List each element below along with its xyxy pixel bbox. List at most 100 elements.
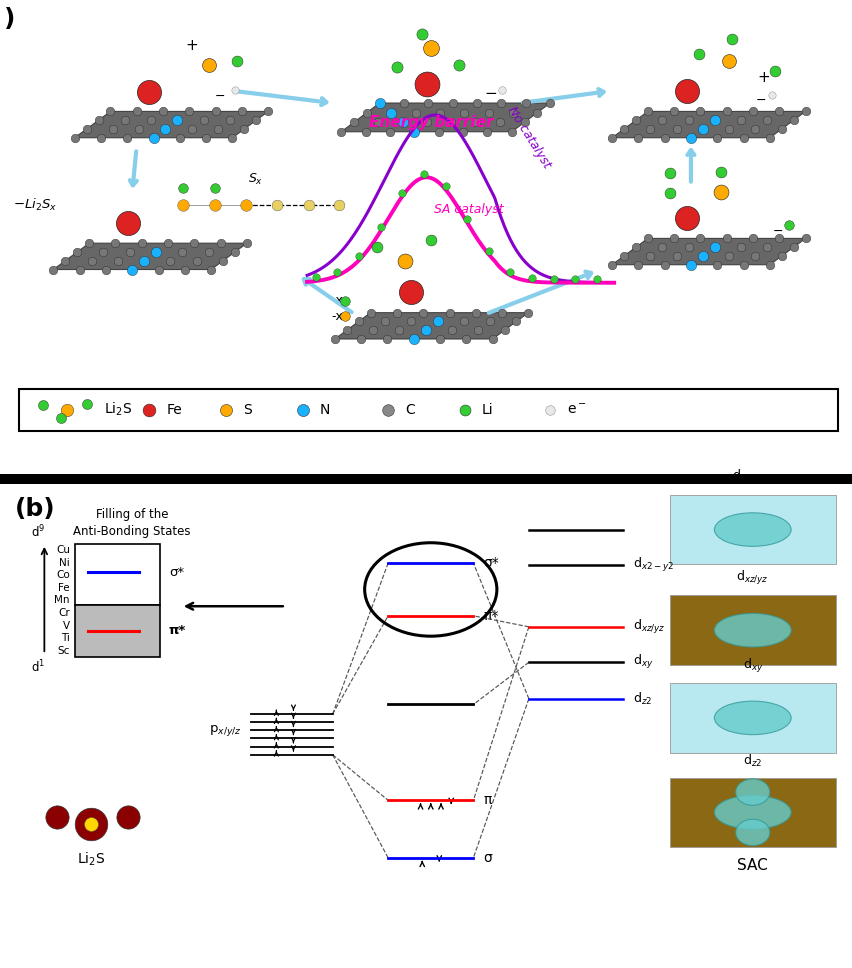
Point [36,397,49,412]
Point [415,26,429,42]
Point [459,331,473,347]
Text: e$^-$: e$^-$ [567,403,586,416]
Point [679,83,693,99]
Point [503,264,516,280]
Point [654,239,668,255]
Point [719,104,733,119]
Point [492,114,506,130]
Point [120,130,134,145]
Point [669,248,682,263]
Point [722,248,735,263]
Point [760,239,774,255]
Text: -x: -x [331,310,343,322]
Point [360,105,373,120]
Point [225,130,239,145]
Point [695,121,709,136]
Point [384,105,398,120]
Text: $-Li_2S_x$: $-Li_2S_x$ [13,197,57,213]
Point [657,257,671,272]
Point [142,402,156,417]
Point [208,181,222,197]
Point [187,235,201,251]
Text: −: − [772,225,782,237]
Point [82,235,96,251]
Point [444,114,458,130]
Point [147,130,160,145]
Point [164,253,177,268]
Text: d$_{z2}$: d$_{z2}$ [742,753,762,769]
Point [370,239,383,255]
Point [457,105,470,120]
Point [407,124,421,139]
Bar [669,595,835,665]
Point [517,114,531,130]
Point [406,331,420,347]
Point [96,244,110,259]
Point [92,112,106,128]
Point [84,817,98,832]
Point [94,130,107,145]
Text: Li$_2$S: Li$_2$S [104,401,132,418]
Point [518,95,532,110]
Point [781,218,795,233]
Point [121,809,135,825]
Point [763,130,776,145]
Text: N: N [320,403,330,416]
Point [456,124,469,139]
Point [710,257,723,272]
Point [521,305,535,320]
Point [338,293,352,309]
Point [681,112,694,128]
Point [347,114,360,130]
Text: Mn: Mn [55,595,70,606]
Point [211,121,225,136]
Point [423,40,437,55]
Point [228,244,242,259]
Point [144,112,158,128]
Point [209,104,222,119]
Text: Cu: Cu [56,545,70,556]
Point [332,197,346,213]
Point [746,230,759,246]
Text: Anti-Bonding States: Anti-Bonding States [73,525,191,538]
Point [176,181,190,197]
Text: d$^9$: d$^9$ [32,524,45,540]
Polygon shape [612,111,805,137]
Point [617,248,630,263]
Point [767,63,780,78]
Point [692,45,705,61]
Point [617,121,630,136]
Point [641,230,654,246]
Text: Sc: Sc [57,646,70,655]
Point [713,184,727,199]
Point [330,264,343,280]
Point [469,305,482,320]
Point [764,87,778,103]
Bar [669,495,835,564]
Point [395,114,409,130]
Point [734,239,747,255]
Point [416,305,429,320]
Text: p$_{x/y/z}$: p$_{x/y/z}$ [210,723,242,738]
Point [359,124,372,139]
Point [654,112,668,128]
Point [724,32,738,47]
Text: SAC: SAC [736,858,768,873]
Point [223,112,237,128]
Point [373,220,387,235]
Point [605,130,619,145]
Point [772,230,786,246]
Point [471,322,485,338]
Text: Ni: Ni [59,558,70,568]
Text: Fe: Fe [166,403,181,416]
Text: d$_{x2-y2}$: d$_{x2-y2}$ [632,556,673,574]
Text: −: − [215,90,225,104]
Point [483,314,497,329]
Text: Li$_2$S: Li$_2$S [77,851,106,868]
Point [142,84,156,100]
Point [214,235,227,251]
Point [734,112,747,128]
Point [495,305,509,320]
Point [710,130,723,145]
Point [104,104,118,119]
